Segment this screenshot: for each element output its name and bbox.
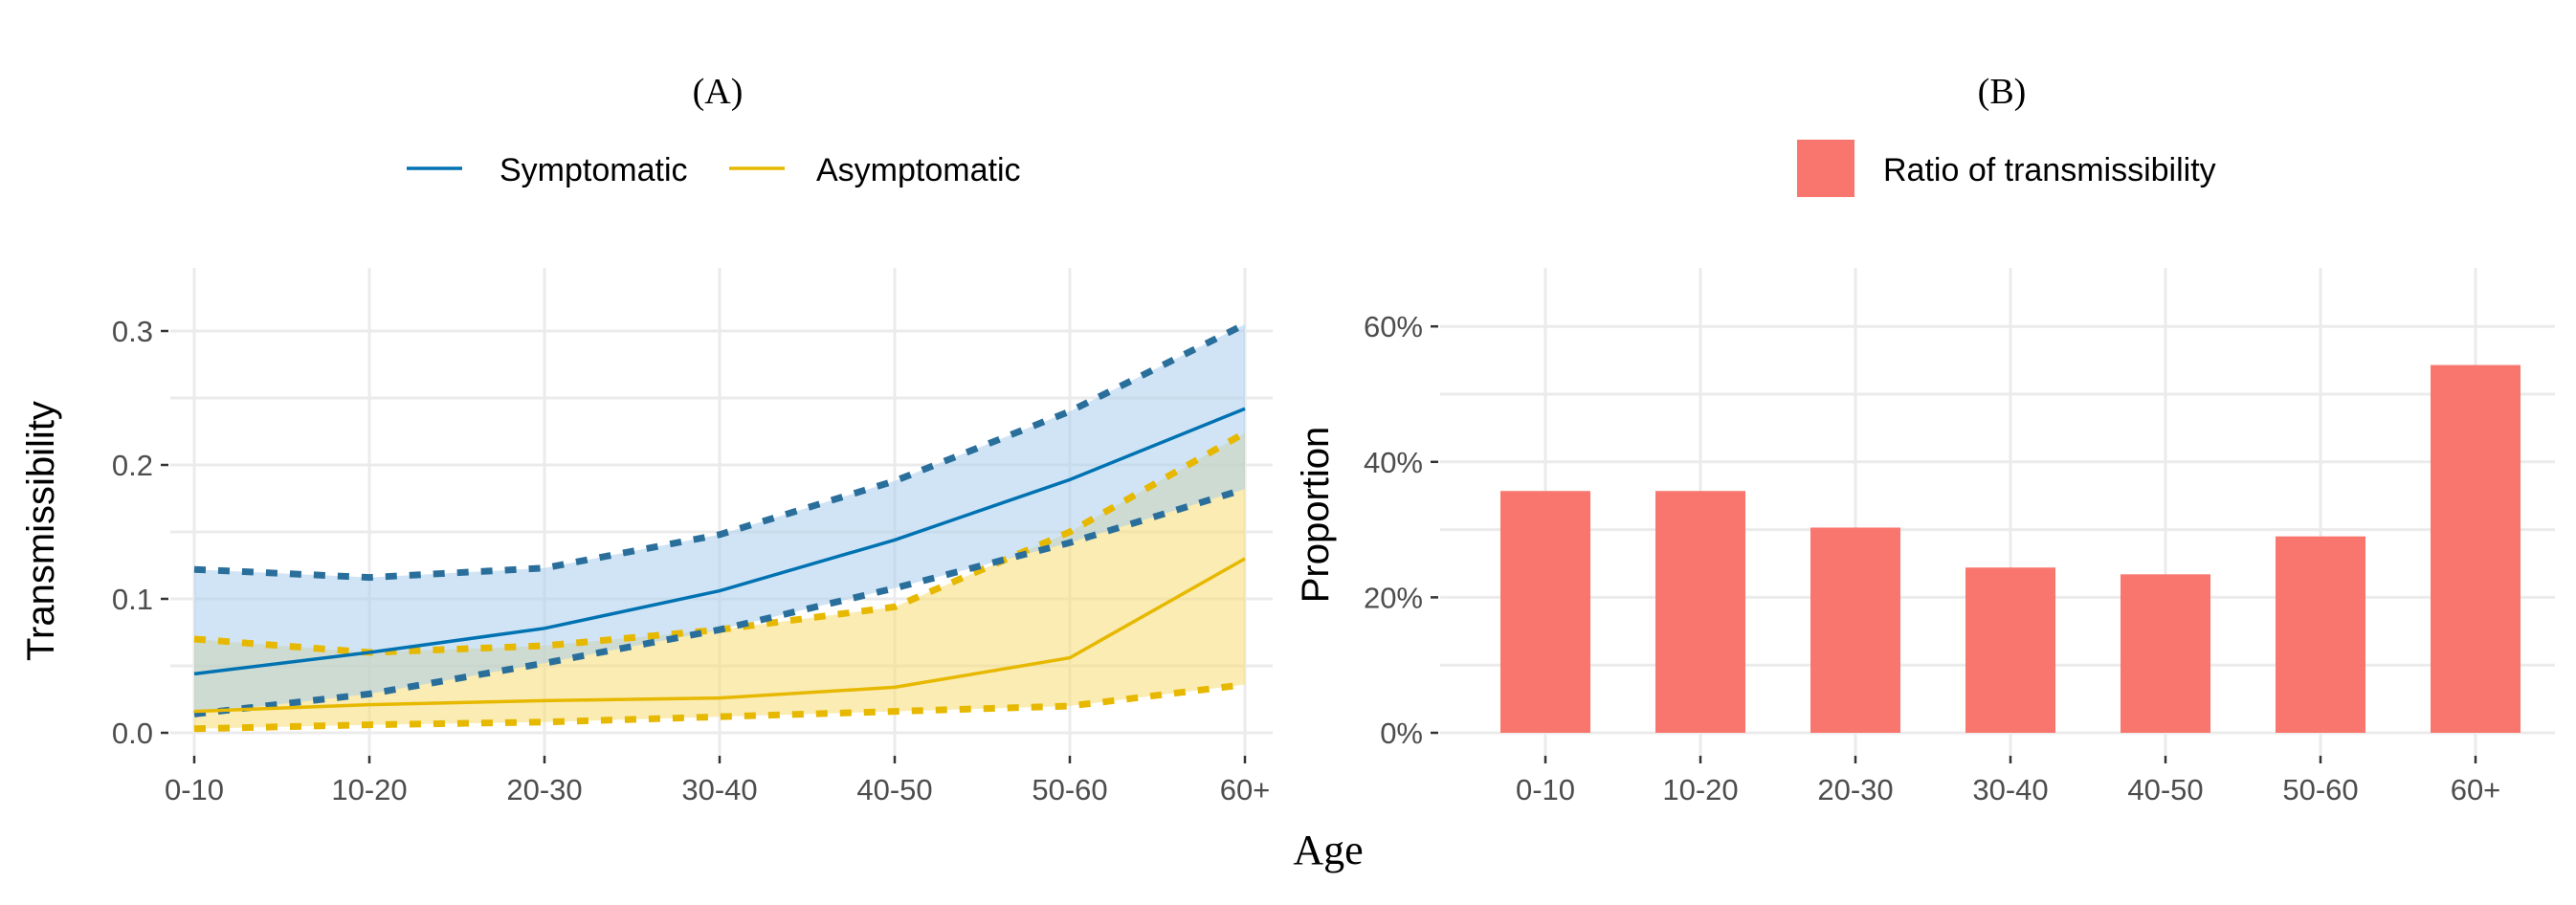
panel-a-ticks: 0.0 0.1 0.2 0.3 0-10 10-20 20-30 30-40 40-50 50-6… bbox=[112, 315, 1270, 806]
panel-b-ylabel: Proportion bbox=[1295, 427, 1337, 604]
legend-symptomatic-label: Symptomatic bbox=[500, 152, 688, 188]
asymptomatic-lower-bound-line bbox=[193, 681, 1246, 733]
y-tick-label: 40% bbox=[1364, 446, 1423, 479]
bar-20-30 bbox=[1810, 527, 1900, 733]
symptomatic-lower-bound-line bbox=[193, 485, 1247, 717]
panel-b: (B) Ratio of transmissibility 0% 20% 40% 60… bbox=[1295, 72, 2555, 806]
symptomatic-ci-band bbox=[194, 324, 1245, 715]
x-tick-label: 10-20 bbox=[331, 773, 407, 806]
x-tick-label: 20-30 bbox=[1817, 773, 1893, 806]
x-tick-label: 60+ bbox=[2451, 773, 2501, 806]
y-tick-label: 0.1 bbox=[112, 583, 153, 616]
shared-x-axis-label: Age bbox=[1293, 827, 1363, 873]
x-tick-label: 20-30 bbox=[506, 773, 582, 806]
y-tick-label: 0.3 bbox=[112, 315, 153, 348]
bar-40-50 bbox=[2121, 574, 2210, 733]
panel-a-lines bbox=[193, 320, 1247, 733]
x-tick-label: 50-60 bbox=[1032, 773, 1107, 806]
bar-60+ bbox=[2431, 364, 2520, 733]
x-tick-label: 0-10 bbox=[165, 773, 224, 806]
panel-a-legend: Symptomatic Asymptomatic bbox=[407, 152, 1021, 188]
x-tick-label: 60+ bbox=[1220, 773, 1271, 806]
y-tick-label: 0.0 bbox=[112, 717, 153, 750]
x-tick-label: 50-60 bbox=[2282, 773, 2358, 806]
legend-asymptomatic-label: Asymptomatic bbox=[816, 152, 1021, 188]
legend-ratio-label: Ratio of transmissibility bbox=[1883, 152, 2216, 188]
panel-b-legend: Ratio of transmissibility bbox=[1797, 140, 2216, 197]
bar-0-10 bbox=[1500, 491, 1590, 733]
panel-a-title: (A) bbox=[693, 72, 744, 112]
panel-b-title: (B) bbox=[1978, 72, 2027, 112]
bar-30-40 bbox=[1965, 567, 2055, 733]
symptomatic-upper-bound-line bbox=[193, 320, 1247, 582]
y-tick-label: 0% bbox=[1380, 717, 1423, 750]
panel-b-ticks: 0% 20% 40% 60% 0-10 10-20 20-30 30-40 40-50 50-60… bbox=[1364, 310, 2500, 806]
panel-a-bands bbox=[194, 324, 1245, 729]
y-tick-label: 0.2 bbox=[112, 449, 153, 482]
y-tick-label: 60% bbox=[1364, 310, 1423, 343]
bar-10-20 bbox=[1655, 491, 1745, 733]
panel-b-bars bbox=[1500, 364, 2520, 733]
x-tick-label: 40-50 bbox=[2127, 773, 2203, 806]
panel-a: (A) Symptomatic Asymptomatic 0.00.10.20.… bbox=[20, 72, 1273, 806]
y-tick-label: 20% bbox=[1364, 581, 1423, 614]
x-tick-label: 30-40 bbox=[1972, 773, 2048, 806]
panel-a-ylabel: Transmissibility bbox=[20, 401, 62, 661]
x-tick-label: 0-10 bbox=[1516, 773, 1575, 806]
x-tick-label: 10-20 bbox=[1662, 773, 1738, 806]
legend-ratio-swatch bbox=[1797, 140, 1854, 197]
x-tick-label: 30-40 bbox=[681, 773, 757, 806]
x-tick-label: 40-50 bbox=[856, 773, 932, 806]
bar-50-60 bbox=[2276, 536, 2365, 733]
